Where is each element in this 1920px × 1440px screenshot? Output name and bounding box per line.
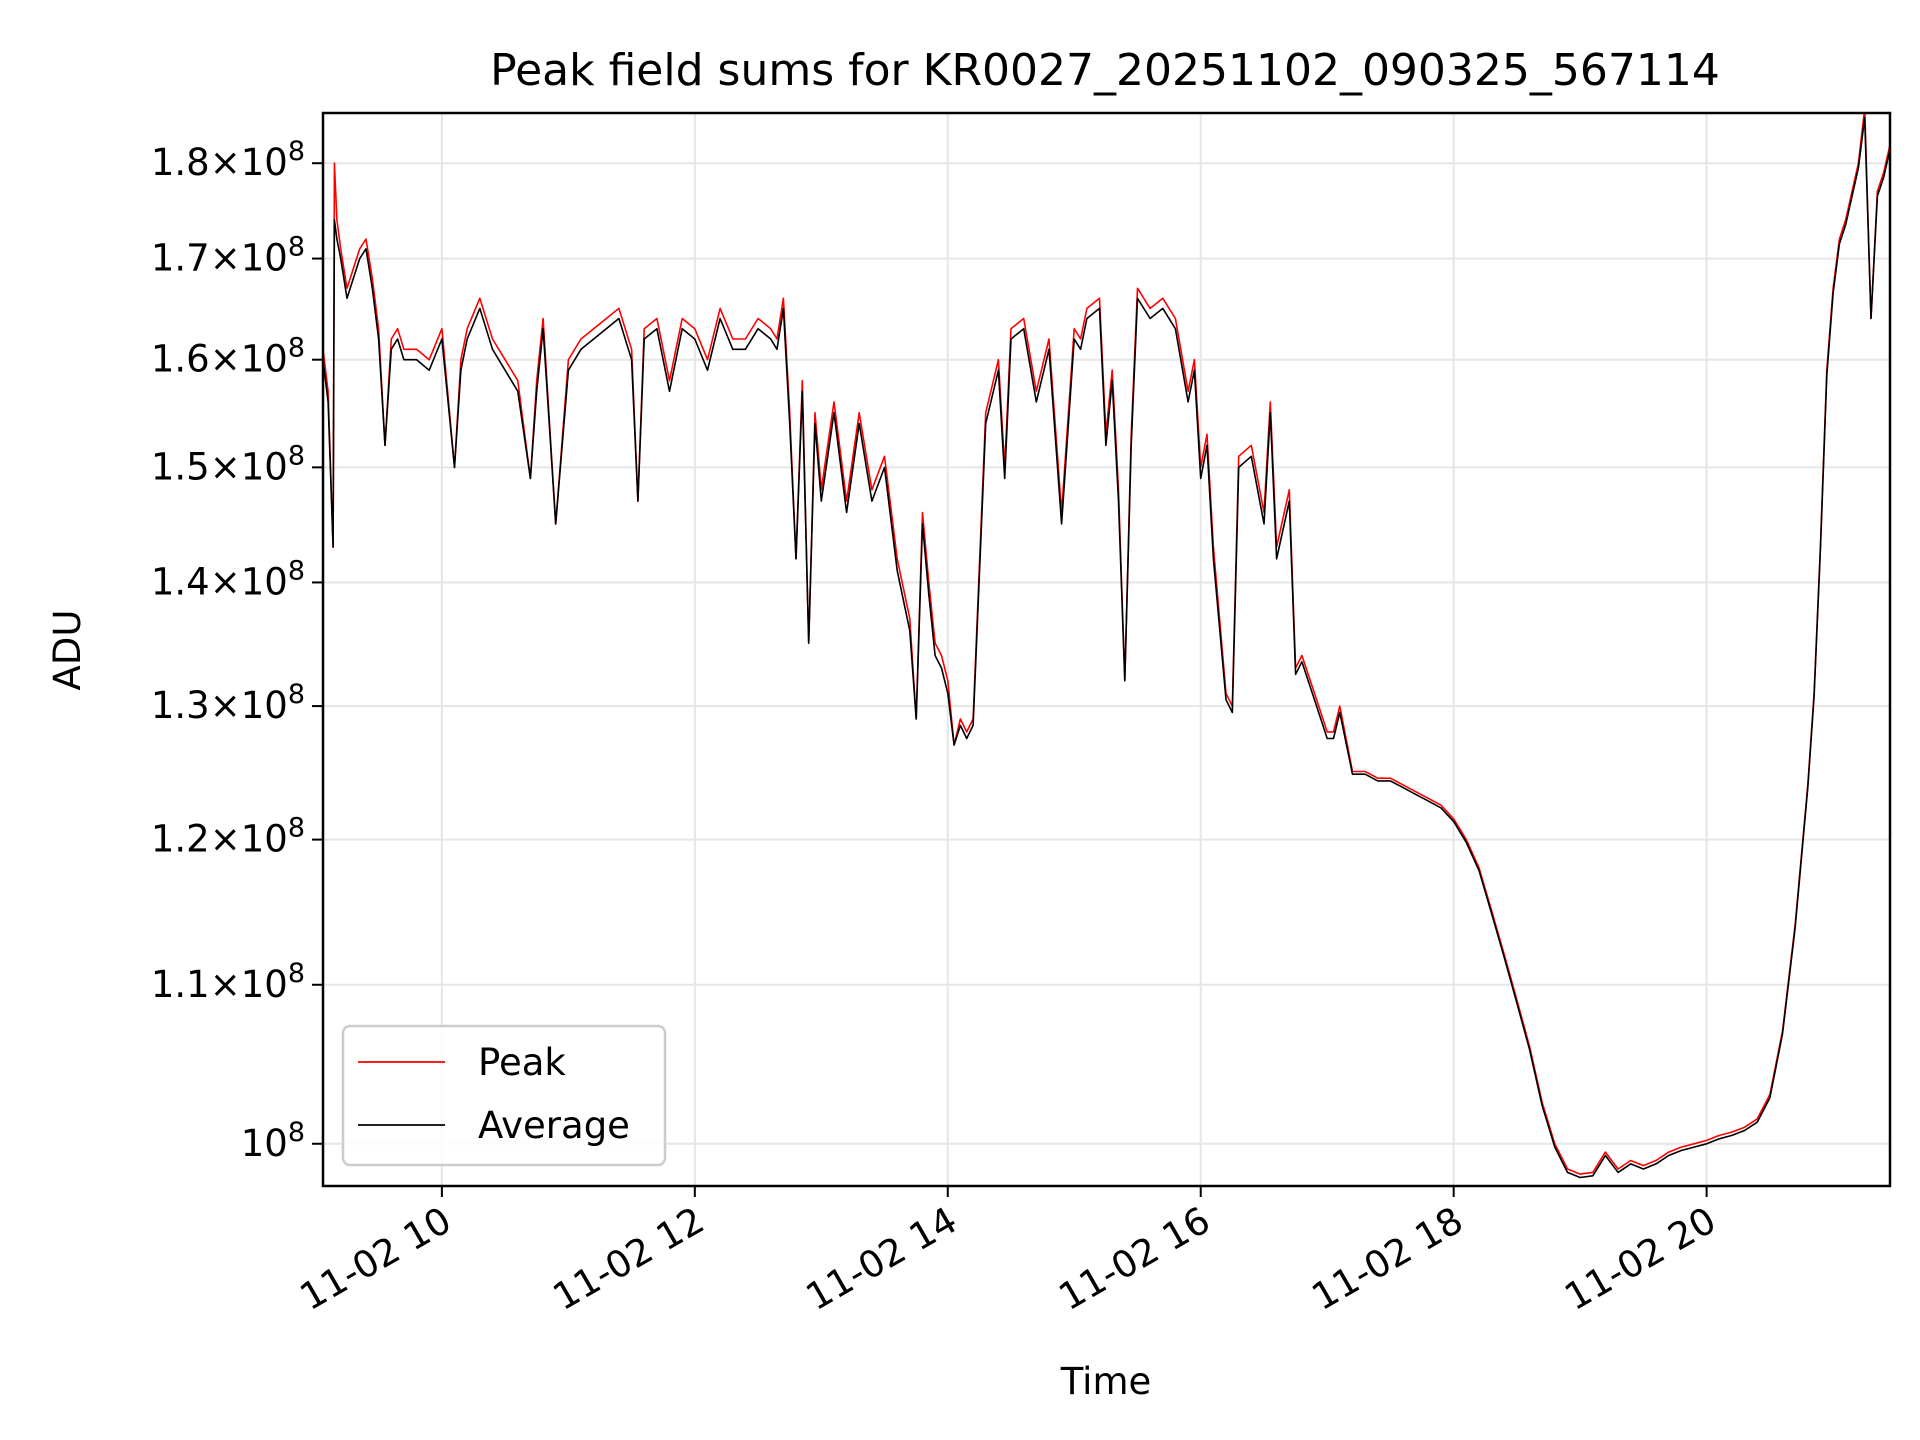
legend-box [341, 1024, 667, 1167]
legend-label-peak: Peak [478, 1041, 566, 1084]
grid [323, 113, 1890, 1186]
series-lines [323, 113, 1890, 1179]
y-tick-label: 1.7×108 [151, 232, 305, 280]
plot-frame [321, 111, 1892, 1188]
y-tick-label: 1.1×108 [151, 958, 305, 1006]
y-tick-label: 1.5×108 [151, 440, 305, 488]
chart-title: Peak field sums for KR0027_20251102_0903… [490, 45, 1720, 96]
y-tick-label: 108 [241, 1117, 305, 1165]
y-tick-label: 1.6×108 [151, 333, 305, 381]
legend: Peak Average [341, 1024, 667, 1167]
x-axis-title: Time [1060, 1360, 1152, 1403]
y-tick-label: 1.3×108 [151, 679, 305, 727]
y-tick-label: 1.2×108 [151, 813, 305, 861]
series-line-average [323, 116, 1890, 1179]
y-axis-title: ADU [46, 610, 89, 691]
legend-label-average: Average [478, 1104, 630, 1147]
y-tick-label: 1.4×108 [151, 555, 305, 603]
series-line-peak [323, 113, 1890, 1175]
y-tick-label: 1.8×108 [151, 136, 305, 184]
